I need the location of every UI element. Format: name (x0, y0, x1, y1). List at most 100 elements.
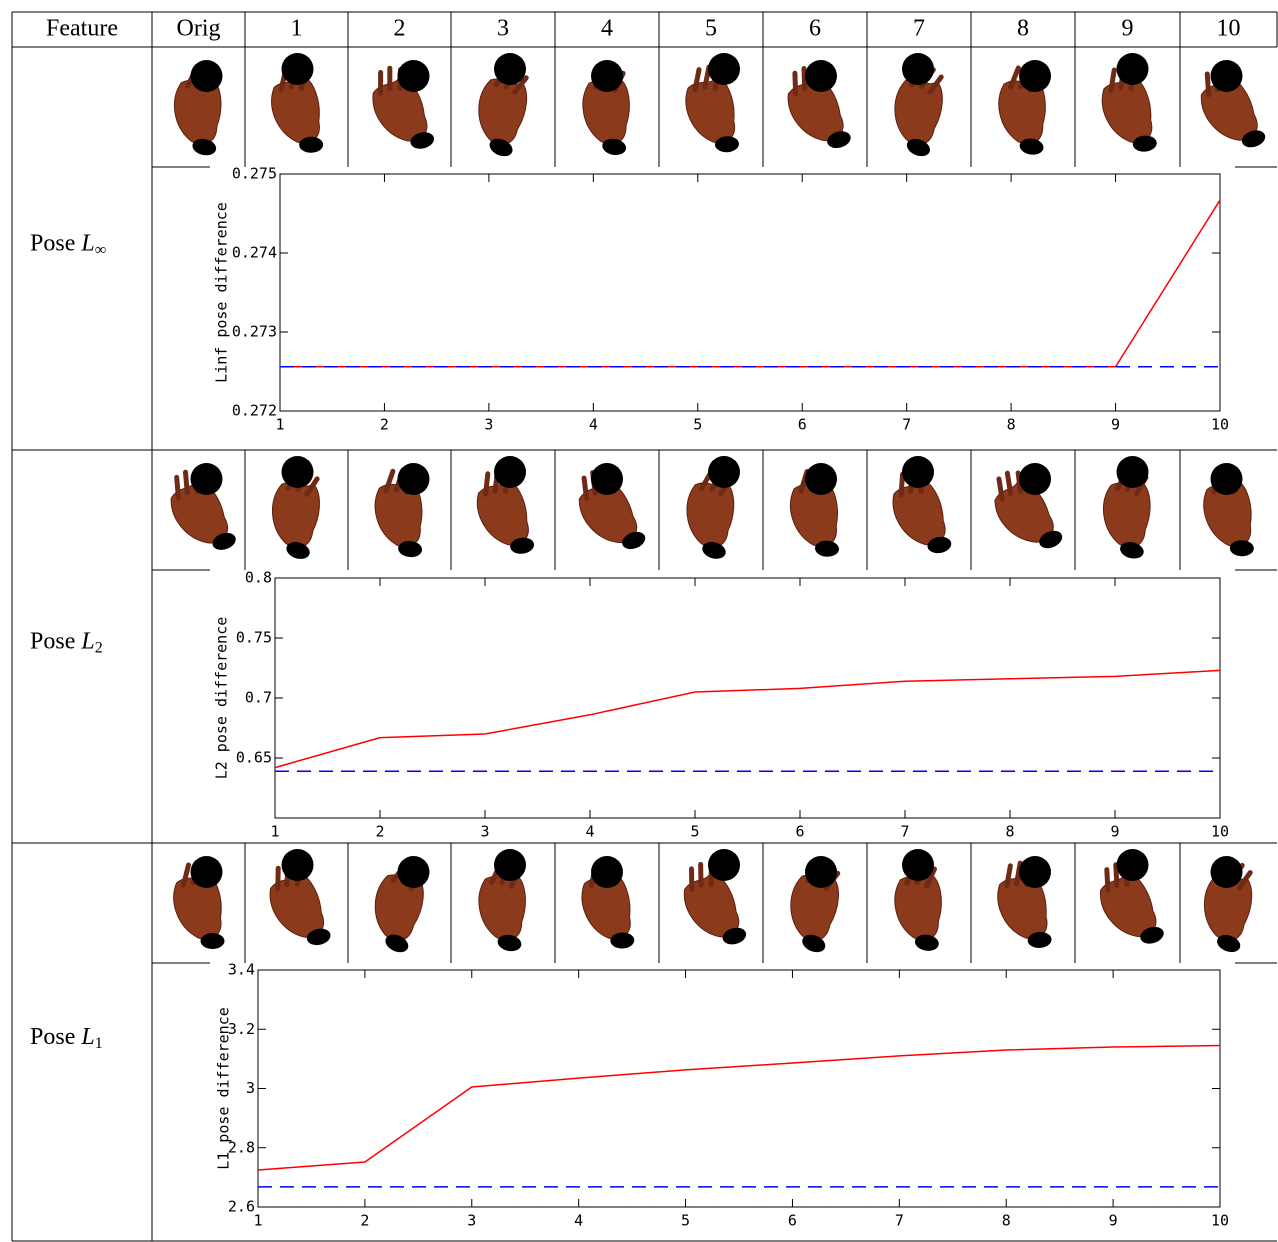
x-tick-label: 9 (1110, 823, 1119, 841)
x-tick-label: 6 (798, 416, 807, 434)
y-axis-label: L1 pose difference (215, 1007, 233, 1170)
header-cell: 10 (1217, 16, 1241, 42)
x-tick-label: 8 (1007, 416, 1016, 434)
ball (191, 463, 223, 495)
ball (591, 856, 623, 888)
series-line (258, 1046, 1220, 1170)
header-cell: 7 (913, 16, 925, 42)
plot-area (258, 970, 1220, 1207)
row-label-symbol: L (80, 230, 94, 256)
series-line (280, 200, 1220, 367)
header-cell: 9 (1122, 16, 1134, 42)
y-tick-label: 2.6 (228, 1198, 255, 1216)
x-tick-label: 3 (480, 823, 489, 841)
header-cell: Feature (46, 16, 118, 42)
ball (191, 856, 223, 888)
y-axis-label: Linf pose difference (213, 202, 231, 383)
x-tick-label: 5 (690, 823, 699, 841)
ball (591, 463, 623, 495)
ball (282, 849, 314, 881)
x-tick-label: 8 (1002, 1212, 1011, 1230)
ball (708, 53, 740, 85)
x-tick-label: 1 (270, 823, 279, 841)
y-tick-label: 0.273 (232, 323, 277, 341)
header-cell: 2 (394, 16, 406, 42)
ball (1019, 463, 1051, 495)
y-tick-label: 0.8 (245, 569, 272, 587)
ball (398, 60, 430, 92)
ball (1019, 60, 1051, 92)
x-tick-label: 5 (681, 1212, 690, 1230)
ball (708, 849, 740, 881)
ball (1211, 60, 1243, 92)
x-tick-label: 4 (574, 1212, 583, 1230)
row-label-symbol: L (80, 1024, 94, 1050)
ball (494, 849, 526, 881)
x-tick-label: 3 (484, 416, 493, 434)
y-tick-label: 0.272 (232, 402, 277, 420)
x-tick-label: 9 (1111, 416, 1120, 434)
header-cell: 4 (601, 16, 613, 42)
ball (708, 456, 740, 488)
ball (1211, 463, 1243, 495)
ball (398, 463, 430, 495)
x-tick-label: 8 (1005, 823, 1014, 841)
x-tick-label: 4 (585, 823, 594, 841)
row-label-text: Pose (30, 230, 75, 256)
plot-area (280, 174, 1220, 411)
y-tick-label: 0.75 (236, 629, 272, 647)
x-tick-label: 7 (895, 1212, 904, 1230)
ball (1117, 456, 1149, 488)
ball (398, 856, 430, 888)
x-tick-label: 5 (693, 416, 702, 434)
x-tick-label: 2 (375, 823, 384, 841)
hand (271, 77, 320, 144)
header-cell: 5 (705, 16, 717, 42)
x-tick-label: 7 (902, 416, 911, 434)
ball (494, 456, 526, 488)
row-label-text: Pose (30, 1024, 75, 1050)
y-axis-label: L2 pose difference (213, 617, 231, 780)
x-tick-label: 10 (1211, 416, 1229, 434)
x-tick-label: 10 (1211, 823, 1229, 841)
row-label-subscript: ∞ (95, 241, 106, 258)
ball (282, 53, 314, 85)
y-tick-label: 3.4 (228, 961, 255, 979)
series-line (275, 670, 1220, 767)
ball (1117, 53, 1149, 85)
ball (191, 60, 223, 92)
figure-table: FeatureOrig12345678910PoseL∞PoseL2PoseL1… (0, 0, 1278, 1242)
ball (902, 456, 934, 488)
x-tick-label: 7 (900, 823, 909, 841)
row-label-text: Pose (30, 628, 75, 654)
header-cell: 6 (809, 16, 821, 42)
x-tick-label: 6 (795, 823, 804, 841)
header-cell: 1 (291, 16, 303, 42)
ball (902, 849, 934, 881)
x-tick-label: 6 (788, 1212, 797, 1230)
y-tick-label: 0.7 (245, 689, 272, 707)
ball (1019, 856, 1051, 888)
ball (1117, 849, 1149, 881)
header-cell: 3 (497, 16, 509, 42)
cuff (201, 933, 225, 949)
plot-area (275, 578, 1220, 818)
x-tick-label: 4 (589, 416, 598, 434)
ball (1211, 856, 1243, 888)
row-label-subscript: 2 (95, 639, 103, 656)
ball (282, 456, 314, 488)
y-tick-label: 0.274 (232, 244, 277, 262)
x-tick-label: 1 (253, 1212, 262, 1230)
ball (591, 60, 623, 92)
x-tick-label: 2 (360, 1212, 369, 1230)
row-label-subscript: 1 (95, 1035, 103, 1052)
x-tick-label: 3 (467, 1212, 476, 1230)
header-cell: Orig (177, 16, 221, 42)
x-tick-label: 2 (380, 416, 389, 434)
x-tick-label: 9 (1109, 1212, 1118, 1230)
hand (1100, 75, 1153, 145)
y-tick-label: 3 (246, 1079, 255, 1097)
